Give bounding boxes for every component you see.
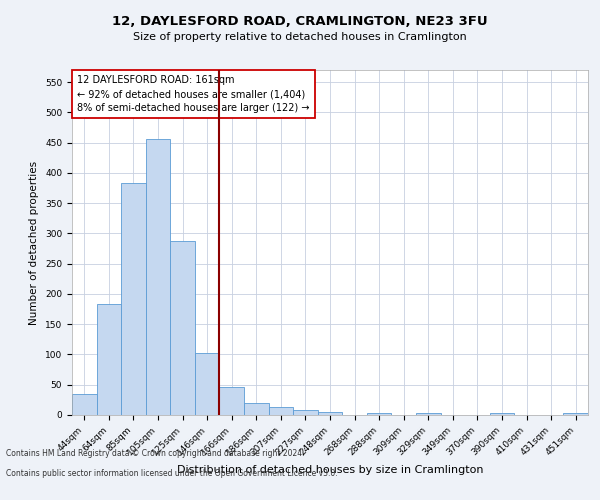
Text: Size of property relative to detached houses in Cramlington: Size of property relative to detached ho… bbox=[133, 32, 467, 42]
Bar bbox=[97, 304, 121, 415]
Bar bbox=[367, 413, 391, 415]
Bar bbox=[170, 242, 195, 415]
Text: 12, DAYLESFORD ROAD, CRAMLINGTON, NE23 3FU: 12, DAYLESFORD ROAD, CRAMLINGTON, NE23 3… bbox=[112, 15, 488, 28]
Bar bbox=[195, 352, 220, 415]
Bar bbox=[72, 394, 97, 415]
X-axis label: Distribution of detached houses by size in Cramlington: Distribution of detached houses by size … bbox=[177, 465, 483, 475]
Bar bbox=[146, 139, 170, 415]
Bar bbox=[244, 403, 269, 415]
Y-axis label: Number of detached properties: Number of detached properties bbox=[29, 160, 40, 324]
Text: Contains HM Land Registry data © Crown copyright and database right 2024.: Contains HM Land Registry data © Crown c… bbox=[6, 448, 305, 458]
Bar bbox=[269, 406, 293, 415]
Bar bbox=[293, 410, 318, 415]
Text: Contains public sector information licensed under the Open Government Licence v3: Contains public sector information licen… bbox=[6, 468, 338, 477]
Bar bbox=[563, 413, 588, 415]
Bar bbox=[318, 412, 342, 415]
Bar bbox=[121, 183, 146, 415]
Bar bbox=[416, 413, 440, 415]
Bar bbox=[490, 413, 514, 415]
Bar bbox=[220, 386, 244, 415]
Text: 12 DAYLESFORD ROAD: 161sqm
← 92% of detached houses are smaller (1,404)
8% of se: 12 DAYLESFORD ROAD: 161sqm ← 92% of deta… bbox=[77, 75, 310, 113]
